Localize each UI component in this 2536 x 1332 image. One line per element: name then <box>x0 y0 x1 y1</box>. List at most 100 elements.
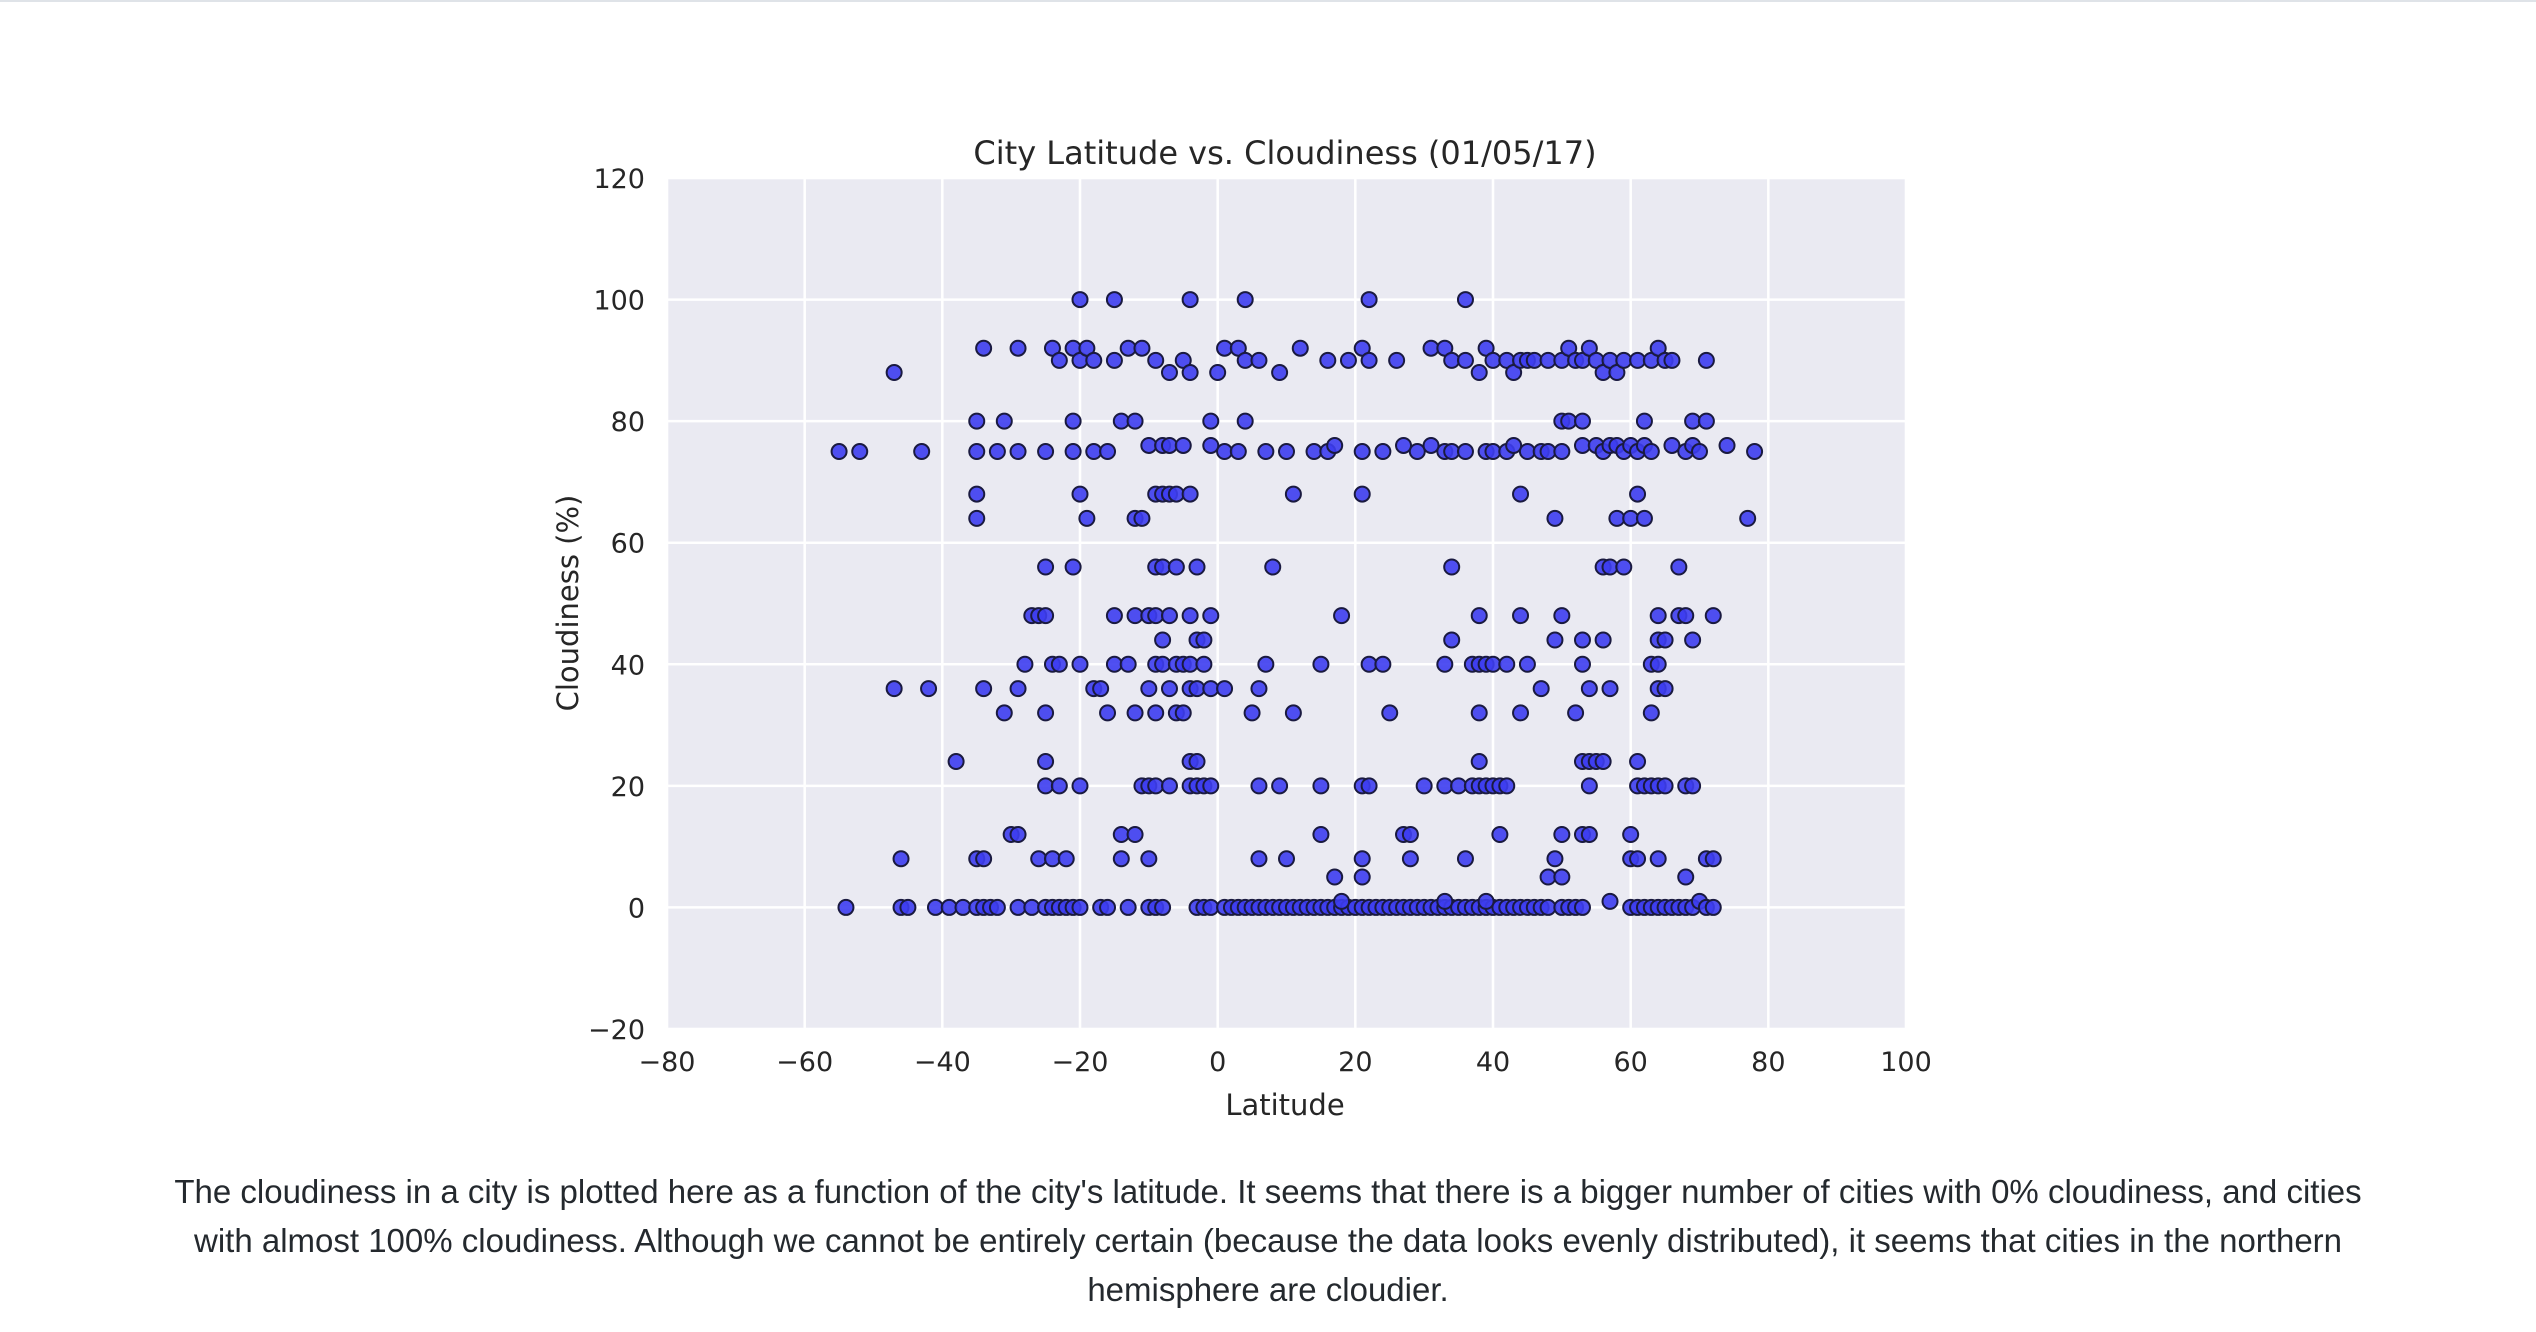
data-point <box>1037 777 1055 795</box>
data-point <box>913 443 931 461</box>
data-point <box>1071 485 1089 503</box>
data-point <box>1312 655 1330 673</box>
data-point <box>1160 777 1178 795</box>
data-point <box>1677 868 1695 886</box>
data-point <box>1009 898 1027 916</box>
x-tick-label: 0 <box>1209 1047 1226 1078</box>
x-tick-label: 80 <box>1751 1047 1785 1078</box>
data-point <box>1684 412 1702 430</box>
data-point <box>1271 777 1289 795</box>
x-tick-label: −60 <box>776 1047 833 1078</box>
data-point <box>1099 898 1117 916</box>
data-point <box>1064 558 1082 576</box>
data-point <box>1071 777 1089 795</box>
data-point <box>1622 509 1640 527</box>
data-point <box>1704 607 1722 625</box>
data-point <box>1697 351 1715 369</box>
data-point <box>1160 607 1178 625</box>
data-point <box>1622 825 1640 843</box>
data-point <box>1037 753 1055 771</box>
data-point <box>995 704 1013 722</box>
data-point <box>1037 558 1055 576</box>
data-point <box>1112 825 1130 843</box>
data-point <box>1126 825 1144 843</box>
data-point <box>1105 291 1123 309</box>
data-point <box>1691 443 1708 461</box>
data-point <box>1250 850 1268 868</box>
y-tick-label: 20 <box>611 772 645 803</box>
plot-area <box>667 178 1906 1029</box>
data-point <box>1016 655 1034 673</box>
data-point <box>1353 443 1371 461</box>
data-point <box>1126 607 1144 625</box>
data-point <box>1326 436 1344 454</box>
data-point <box>1202 777 1220 795</box>
data-point <box>1484 655 1502 673</box>
data-point <box>1216 680 1234 698</box>
data-point <box>830 443 848 461</box>
data-point <box>1635 412 1653 430</box>
data-point <box>1167 485 1185 503</box>
data-point <box>1188 753 1206 771</box>
data-point <box>1284 485 1302 503</box>
data-point <box>1312 825 1330 843</box>
data-point <box>1202 436 1220 454</box>
data-point <box>1360 351 1378 369</box>
data-point <box>926 898 944 916</box>
x-tick-label: −80 <box>639 1047 696 1078</box>
data-point <box>1071 898 1089 916</box>
data-point <box>1532 680 1550 698</box>
data-point <box>1278 443 1295 461</box>
data-point <box>1546 631 1564 649</box>
data-point <box>1009 680 1027 698</box>
data-point <box>1456 443 1474 461</box>
data-point <box>1043 850 1061 868</box>
y-axis-label: Cloudiness (%) <box>551 495 585 712</box>
x-axis-label: Latitude <box>1225 1088 1344 1122</box>
data-point <box>1470 704 1488 722</box>
data-point <box>1656 680 1674 698</box>
data-point <box>1360 777 1378 795</box>
data-point <box>1436 892 1454 910</box>
y-tick-label: −20 <box>588 1015 645 1046</box>
data-point <box>1395 436 1413 454</box>
data-point <box>1677 607 1695 625</box>
data-point <box>1291 339 1309 357</box>
data-point <box>1271 364 1289 382</box>
data-point <box>1656 777 1674 795</box>
data-point <box>1099 704 1117 722</box>
data-point <box>1573 655 1591 673</box>
data-point <box>1518 655 1536 673</box>
data-point <box>1202 680 1220 698</box>
data-point <box>899 898 917 916</box>
data-point <box>1415 777 1433 795</box>
data-point <box>1629 485 1647 503</box>
data-point <box>1615 558 1633 576</box>
data-point <box>1105 607 1123 625</box>
data-point <box>1154 558 1172 576</box>
data-point <box>968 412 986 430</box>
data-point <box>1573 631 1591 649</box>
data-point <box>1009 443 1027 461</box>
data-point <box>1147 351 1165 369</box>
data-point <box>837 898 855 916</box>
y-tick-label: 0 <box>628 893 645 924</box>
data-point <box>1505 436 1523 454</box>
data-point <box>1181 485 1199 503</box>
data-point <box>1119 655 1137 673</box>
data-point <box>1174 704 1192 722</box>
data-point <box>885 680 903 698</box>
data-point <box>1312 777 1330 795</box>
data-point <box>1353 850 1371 868</box>
data-point <box>1470 753 1488 771</box>
data-point <box>1629 351 1647 369</box>
data-point <box>1147 704 1165 722</box>
data-point <box>1188 680 1206 698</box>
data-point <box>1388 351 1406 369</box>
data-point <box>1450 777 1468 795</box>
y-tick-label: 80 <box>611 407 645 438</box>
data-point <box>1512 485 1530 503</box>
data-points <box>830 291 1764 916</box>
data-point <box>1477 892 1495 910</box>
data-point <box>1257 443 1275 461</box>
